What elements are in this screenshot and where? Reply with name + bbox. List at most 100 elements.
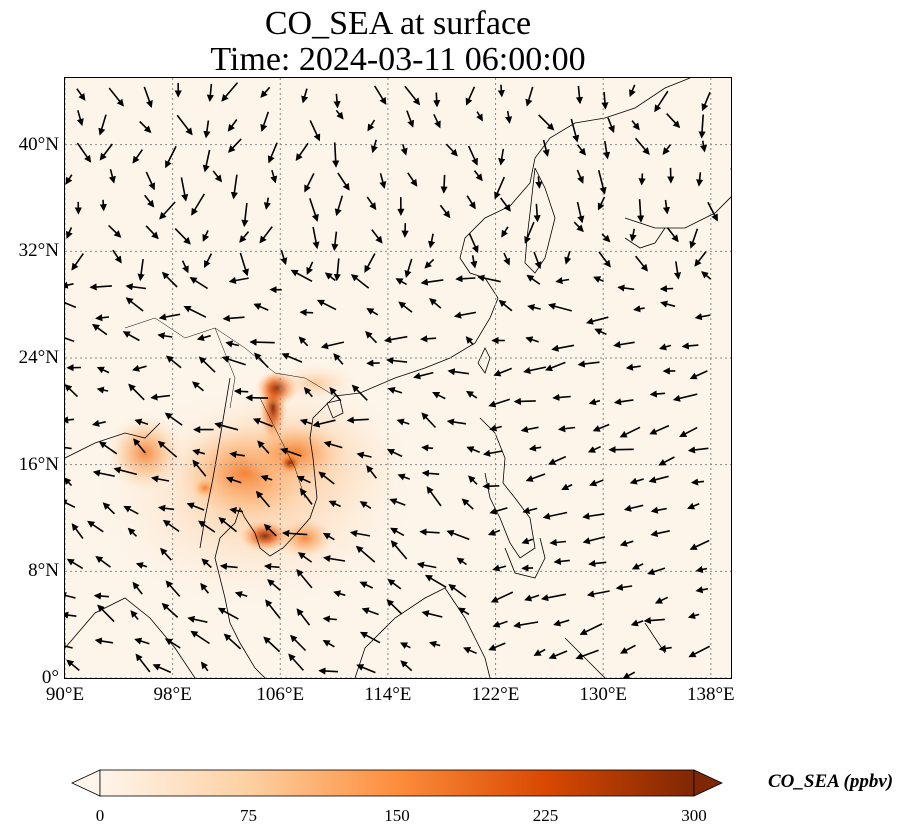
wind-arrow xyxy=(260,86,271,98)
wind-arrow xyxy=(99,143,113,161)
wind-arrow xyxy=(445,143,458,157)
wind-arrow xyxy=(707,201,718,222)
wind-arrow xyxy=(587,445,601,453)
wind-arrow xyxy=(123,505,139,515)
wind-arrow xyxy=(633,305,645,313)
wind-arrow xyxy=(214,421,239,431)
wind-arrow xyxy=(65,281,74,289)
wind-arrow xyxy=(332,142,340,168)
wind-arrow xyxy=(470,255,478,269)
wind-arrow xyxy=(108,87,124,107)
wind-arrow xyxy=(297,552,313,563)
wind-arrow xyxy=(446,418,467,426)
wind-arrow xyxy=(649,390,666,398)
wind-arrow xyxy=(465,86,476,106)
wind-arrow xyxy=(701,91,711,112)
wind-arrow xyxy=(356,664,376,674)
wind-arrow xyxy=(629,228,637,242)
wind-arrow xyxy=(582,536,606,545)
wind-arrow xyxy=(564,251,572,265)
wind-arrow xyxy=(288,653,304,671)
wind-arrow xyxy=(66,659,80,672)
coastlines xyxy=(65,78,731,678)
wind-arrow xyxy=(421,444,434,452)
wind-arrow xyxy=(524,221,535,244)
wind-arrow xyxy=(659,343,672,351)
wind-arrow xyxy=(316,299,337,311)
wind-arrow xyxy=(65,446,72,450)
wind-arrow xyxy=(395,278,407,286)
wind-arrow xyxy=(132,581,143,595)
wind-arrow xyxy=(695,586,709,594)
wind-arrow xyxy=(361,607,379,616)
wind-arrow xyxy=(527,304,541,312)
wind-arrow xyxy=(65,337,75,343)
colorbar-max-extend xyxy=(693,769,723,797)
wind-arrow xyxy=(690,478,705,486)
wind-arrow xyxy=(350,274,370,289)
wind-arrow xyxy=(233,387,249,396)
wind-arrow xyxy=(390,527,405,537)
wind-arrow xyxy=(666,113,681,129)
wind-arrow xyxy=(200,661,209,672)
wind-arrow xyxy=(135,562,148,569)
wind-arrow xyxy=(187,615,208,623)
wind-arrow xyxy=(620,644,636,654)
wind-arrow xyxy=(570,118,580,143)
wind-arrow xyxy=(230,174,238,200)
wind-arrow xyxy=(301,88,309,104)
wind-arrow xyxy=(687,446,709,454)
wind-arrow xyxy=(476,111,483,122)
latitude-tick-label: 16°N xyxy=(18,453,59,475)
colorbar-tick-label: 150 xyxy=(384,806,410,825)
wind-arrow xyxy=(351,384,368,401)
wind-arrow xyxy=(400,642,411,649)
wind-arrow xyxy=(429,640,441,648)
wind-arrow xyxy=(688,645,711,658)
wind-arrow xyxy=(229,450,245,459)
wind-arrow xyxy=(585,316,609,325)
wind-arrow xyxy=(629,477,644,485)
wind-arrow xyxy=(322,532,335,541)
wind-arrow xyxy=(468,233,479,254)
wind-arrow xyxy=(473,170,483,182)
wind-arrow xyxy=(649,424,670,435)
wind-arrow xyxy=(359,501,372,509)
wind-arrow xyxy=(501,226,509,238)
wind-arrow xyxy=(397,473,410,481)
wind-arrow xyxy=(432,391,446,400)
wind-arrow xyxy=(631,120,640,131)
wind-arrow xyxy=(356,451,372,459)
wind-arrow xyxy=(407,172,418,187)
wind-arrow xyxy=(254,352,269,369)
wind-arrow xyxy=(222,314,245,322)
wind-arrow xyxy=(322,639,335,648)
colorbar-gradient xyxy=(99,769,695,797)
wind-arrow xyxy=(540,593,566,602)
wind-arrow xyxy=(552,393,571,402)
wind-arrow xyxy=(89,283,112,291)
wind-arrow xyxy=(198,356,216,373)
wind-arrow xyxy=(551,344,575,352)
wind-arrow xyxy=(374,85,387,105)
wind-arrow xyxy=(492,564,507,572)
wind-arrow xyxy=(241,202,249,228)
wind-arrow xyxy=(433,92,441,108)
wind-arrow xyxy=(91,419,106,427)
wind-arrow xyxy=(260,474,273,482)
wind-arrow xyxy=(359,631,381,644)
wind-arrow xyxy=(152,664,172,674)
wind-arrow xyxy=(586,590,610,598)
wind-arrow xyxy=(482,449,503,457)
wind-arrow xyxy=(183,305,207,318)
wind-arrow xyxy=(421,610,443,618)
wind-arrow xyxy=(324,272,336,282)
wind-arrow xyxy=(299,488,313,505)
wind-arrow xyxy=(694,313,711,321)
wind-arrow xyxy=(553,557,570,565)
wind-arrow xyxy=(613,341,635,349)
wind-arrow xyxy=(499,197,511,212)
wind-arrow xyxy=(66,227,73,239)
wind-arrow xyxy=(329,386,342,402)
wind-arrow xyxy=(398,301,413,313)
